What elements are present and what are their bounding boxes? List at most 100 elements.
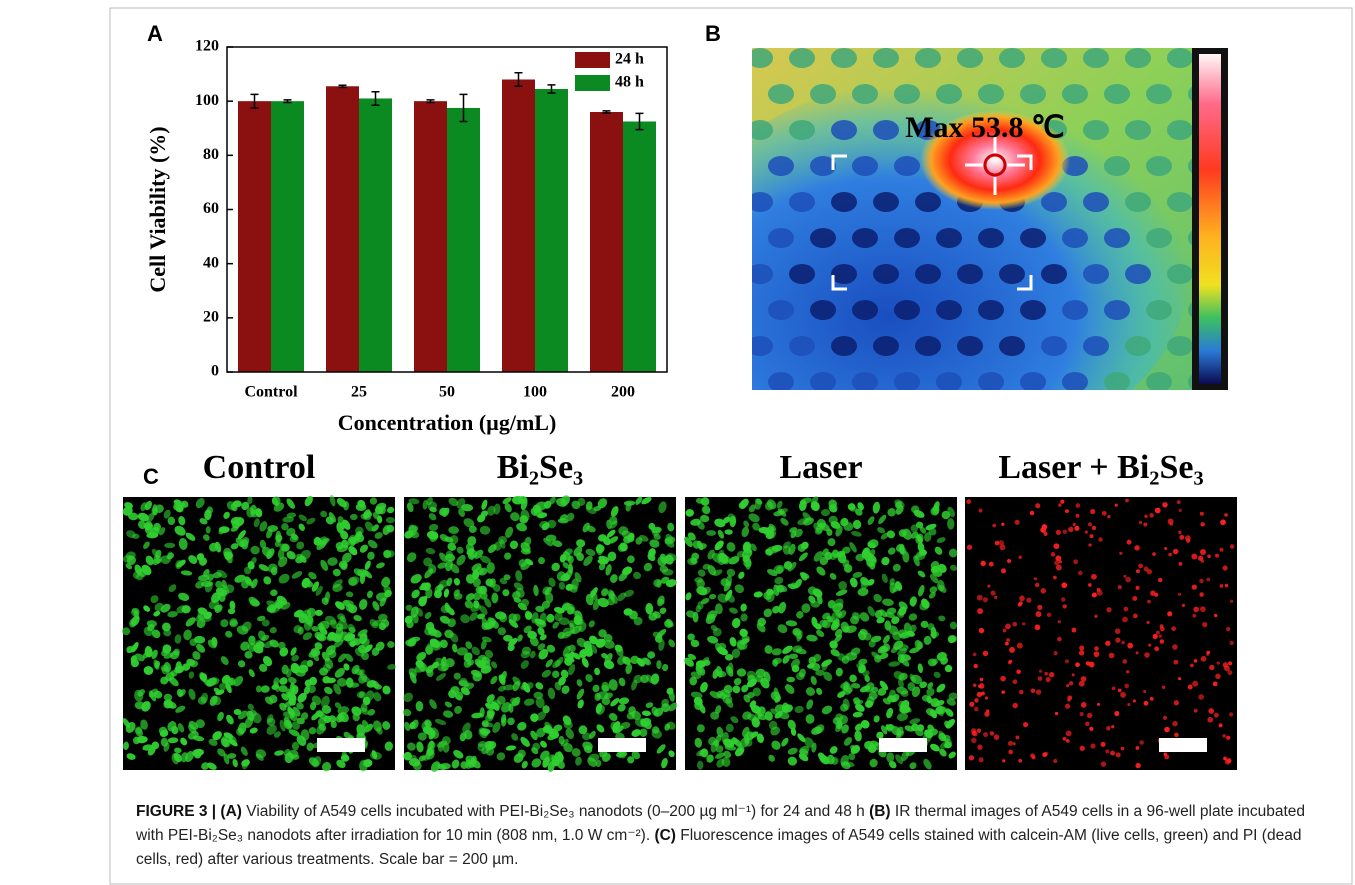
cell [151,629,161,639]
cell [694,577,703,583]
cell [454,694,463,701]
well [1083,336,1109,356]
cell [1018,601,1023,606]
cell [1127,703,1131,707]
well [999,264,1025,284]
cell [920,620,929,629]
cell [752,687,761,697]
cell [447,542,457,551]
bar [414,101,447,373]
cell [662,663,669,672]
cell [318,538,330,545]
cell [244,566,252,575]
caption-text: FIGURE 3 | (A) [136,803,242,820]
cell [223,753,230,765]
error-bar [547,84,556,94]
cell [1073,559,1079,565]
cell [364,560,371,570]
cell [917,724,925,732]
cell [660,553,668,564]
cell [204,509,212,521]
cell [295,556,304,564]
cell [1158,577,1163,583]
cell [721,732,729,743]
cell [724,529,733,535]
cell [794,705,804,714]
cell [656,629,667,638]
cell [1193,708,1198,713]
cell [976,594,983,601]
cell [485,578,494,587]
cell [627,555,635,564]
cell [545,534,557,542]
cell [852,519,862,530]
cell [835,720,843,730]
cell [899,544,905,555]
cell [603,640,615,649]
cell [360,513,372,521]
cell [764,645,773,654]
cell [1022,722,1029,728]
cells [121,494,397,772]
cell [617,703,626,712]
x-tick-label: 200 [611,384,635,401]
cell [335,601,345,610]
cell [199,518,208,525]
cell [1144,652,1150,658]
cell [1064,659,1069,664]
well [810,300,836,320]
cell [308,727,317,735]
cell [440,604,452,614]
well [768,228,794,248]
cell [378,622,387,631]
cell [986,709,990,713]
cell [929,573,939,584]
cell [352,533,361,543]
cell [1215,673,1221,680]
y-tick-label: 40 [203,254,219,271]
cell [1054,711,1059,716]
cell [843,522,854,532]
cell [1193,606,1200,613]
cell [321,597,329,605]
cell [220,619,229,628]
cell [888,661,900,667]
cell [218,526,230,533]
cell [168,584,177,593]
cell [559,514,568,521]
cell [830,649,840,657]
cell [266,717,276,727]
cell [256,615,266,622]
cell [686,610,696,618]
cell [1200,655,1207,662]
cell [668,702,678,712]
cell [766,588,774,596]
cell [547,732,558,741]
cell [811,726,823,735]
cell [665,579,677,588]
legend-swatch [575,52,610,68]
cell [249,727,258,734]
cell [378,505,386,515]
cell [771,648,782,656]
cell [363,644,373,653]
cell [1065,739,1070,743]
cell [750,731,759,738]
cell [340,754,350,762]
cell [424,611,432,619]
cell [690,639,700,648]
cell [1057,620,1061,624]
cell [304,679,313,687]
cell [502,589,510,597]
cell [1034,582,1040,588]
cell [478,567,488,576]
cell [453,577,461,586]
error-bar [338,84,347,89]
cell [548,577,556,587]
cell [524,610,532,620]
well [1083,120,1109,140]
cell [248,710,257,717]
well [1146,84,1172,104]
cell [143,605,151,612]
cell [594,667,601,676]
